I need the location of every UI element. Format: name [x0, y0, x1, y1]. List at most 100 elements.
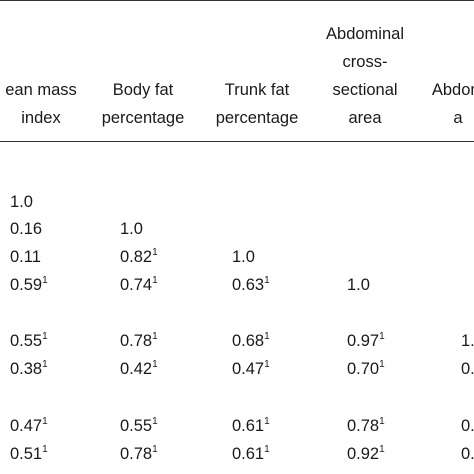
cell-value: 0.55 [120, 417, 153, 435]
cell-value: 0.42 [120, 360, 153, 378]
table-cell: 0.821 [120, 247, 158, 267]
cell-value: 0.78 [120, 332, 153, 350]
significance-marker: 1 [152, 247, 158, 258]
column-header-lean-mass-index: ean mass index [0, 76, 121, 132]
table-cell: 0.471 [10, 416, 48, 436]
significance-marker: 1 [264, 416, 270, 427]
table-cell: 1. [461, 331, 474, 351]
cell-value: 0.92 [347, 445, 380, 463]
table-cell: 0. [461, 444, 474, 464]
significance-marker: 1 [379, 331, 385, 342]
column-header-line: Trunk fat [224, 81, 290, 99]
cell-value: 0.63 [232, 276, 265, 294]
column-header-abdominal-cross-sectional-area: Abdominal cross-sectional area [285, 20, 445, 132]
cell-value: 0. [461, 360, 474, 378]
table-cell: 0.591 [10, 275, 48, 295]
cell-value: 1.0 [347, 276, 370, 294]
column-header-line: ean mass [5, 81, 77, 99]
table-cell: 0.471 [232, 359, 270, 379]
table-cell: 0.511 [10, 444, 48, 464]
table-cell: 0.701 [347, 359, 385, 379]
table-cell: 0.781 [120, 331, 158, 351]
significance-marker: 1 [152, 331, 158, 342]
cell-value: 0.68 [232, 332, 265, 350]
significance-marker: 1 [264, 359, 270, 370]
cell-value: 0.11 [10, 248, 41, 266]
table-cell: 0.971 [347, 331, 385, 351]
significance-marker: 1 [379, 359, 385, 370]
significance-marker: 1 [152, 359, 158, 370]
table-cell: 0.611 [232, 416, 270, 436]
column-header-body-fat-percentage: Body fat percentage [63, 76, 223, 132]
table-cell: 1.0 [10, 192, 33, 212]
column-header-line: Abdominal [326, 25, 404, 43]
column-header-trunk-fat-percentage: Trunk fat percentage [177, 76, 337, 132]
column-header-line: a [453, 109, 463, 127]
column-header-line: Body fat [112, 81, 174, 99]
table-cell: 0.421 [120, 359, 158, 379]
table-cell: 0.551 [120, 416, 158, 436]
cell-value: 0. [461, 445, 474, 463]
table-cell: 0.741 [120, 275, 158, 295]
significance-marker: 1 [42, 416, 48, 427]
significance-marker: 1 [264, 444, 270, 455]
significance-marker: 1 [152, 416, 158, 427]
significance-marker: 1 [42, 331, 48, 342]
cell-value: 0.16 [10, 220, 43, 238]
header-bottom-divider [0, 141, 474, 142]
column-header-line: percentage [101, 109, 185, 127]
cell-value: 0.61 [232, 445, 265, 463]
table-cell: 0. [461, 416, 474, 436]
column-header-line: index [21, 109, 61, 127]
header-top-divider [0, 0, 474, 1]
cell-value: 0.97 [347, 332, 380, 350]
table-cell: 0.921 [347, 444, 385, 464]
significance-marker: 1 [379, 444, 385, 455]
table-cell: 0.551 [10, 331, 48, 351]
column-header-line: percentage [215, 109, 299, 127]
column-header-line: Abdom [431, 81, 474, 99]
cell-value: 0.61 [232, 417, 265, 435]
cell-value: 0.78 [120, 445, 153, 463]
table-cell: 0.781 [120, 444, 158, 464]
significance-marker: 1 [42, 359, 48, 370]
significance-marker: 1 [264, 275, 270, 286]
cell-value: 0.74 [120, 276, 153, 294]
significance-marker: 1 [264, 331, 270, 342]
cell-value: 0.47 [10, 417, 43, 435]
table-cell: 1.0 [347, 275, 370, 295]
cell-value: 0.47 [232, 360, 265, 378]
table-cell: 0.16 [10, 219, 42, 239]
table-cell: 0.381 [10, 359, 48, 379]
cell-value: 0.38 [10, 360, 43, 378]
column-header-abdominal-partial: Abdom a [378, 76, 474, 132]
significance-marker: 1 [42, 275, 48, 286]
cell-value: 0.82 [120, 248, 153, 266]
cell-value: 0.59 [10, 276, 43, 294]
table-cell: 0.781 [347, 416, 385, 436]
cell-value: 0.78 [347, 417, 380, 435]
significance-marker: 1 [152, 444, 158, 455]
cell-value: 1.0 [232, 248, 255, 266]
significance-marker: 1 [152, 275, 158, 286]
cell-value: 0.70 [347, 360, 380, 378]
cell-value: 0. [461, 417, 474, 435]
cell-value: 1. [461, 332, 474, 350]
cell-value: 0.55 [10, 332, 43, 350]
significance-marker: 1 [379, 416, 385, 427]
column-header-line: cross- [342, 53, 388, 71]
significance-marker: 1 [42, 444, 48, 455]
cell-value: 1.0 [10, 193, 33, 211]
column-header-line: sectional [332, 81, 398, 99]
table-cell: 0.11 [10, 247, 41, 267]
table-cell: 1.0 [232, 247, 255, 267]
table-cell: 0.681 [232, 331, 270, 351]
table-cell: 1.0 [120, 219, 143, 239]
cell-value: 1.0 [120, 220, 143, 238]
table-cell: 0. [461, 359, 474, 379]
cell-value: 0.51 [10, 445, 43, 463]
table-cell: 0.611 [232, 444, 270, 464]
column-header-line: area [348, 109, 382, 127]
table-cell: 0.631 [232, 275, 270, 295]
